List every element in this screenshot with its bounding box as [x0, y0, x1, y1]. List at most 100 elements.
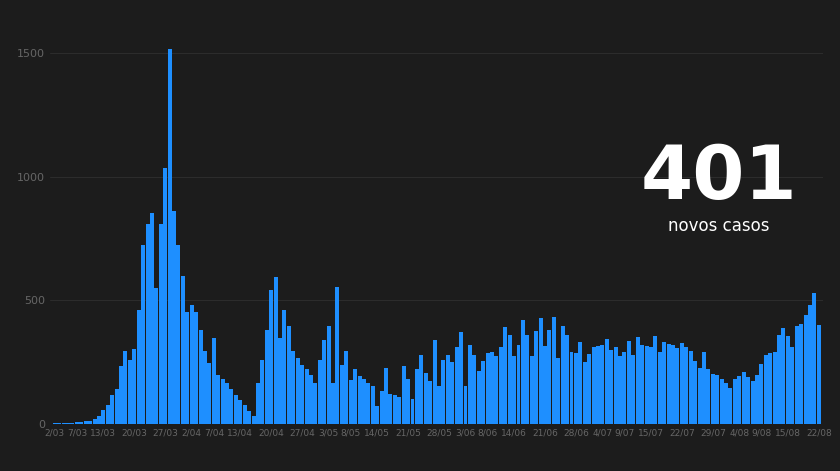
- Bar: [300, 365, 304, 424]
- Bar: [614, 347, 617, 424]
- Bar: [75, 422, 79, 424]
- Bar: [507, 335, 512, 424]
- Bar: [340, 365, 344, 424]
- Bar: [66, 423, 70, 424]
- Bar: [229, 389, 234, 424]
- Bar: [221, 380, 224, 424]
- Bar: [419, 355, 423, 424]
- Bar: [702, 352, 706, 424]
- Text: 401: 401: [641, 142, 797, 215]
- Text: novos casos: novos casos: [668, 217, 769, 235]
- Bar: [331, 383, 335, 424]
- Bar: [706, 368, 711, 424]
- Bar: [759, 364, 764, 424]
- Bar: [155, 288, 159, 424]
- Bar: [110, 395, 114, 424]
- Bar: [534, 332, 538, 424]
- Bar: [251, 416, 255, 424]
- Bar: [464, 386, 468, 424]
- Bar: [548, 330, 551, 424]
- Bar: [247, 411, 251, 424]
- Bar: [773, 352, 777, 424]
- Bar: [119, 366, 123, 424]
- Bar: [296, 358, 300, 424]
- Bar: [605, 339, 609, 424]
- Bar: [260, 360, 265, 424]
- Bar: [349, 380, 353, 424]
- Bar: [186, 312, 189, 424]
- Bar: [459, 333, 463, 424]
- Bar: [570, 352, 574, 424]
- Bar: [102, 410, 105, 424]
- Bar: [808, 305, 812, 424]
- Bar: [618, 356, 622, 424]
- Bar: [689, 351, 693, 424]
- Bar: [212, 338, 216, 424]
- Bar: [433, 340, 437, 424]
- Bar: [799, 324, 803, 424]
- Bar: [715, 375, 719, 424]
- Bar: [428, 381, 432, 424]
- Bar: [145, 224, 150, 424]
- Bar: [163, 168, 167, 424]
- Bar: [282, 310, 286, 424]
- Bar: [84, 422, 87, 424]
- Bar: [777, 335, 781, 424]
- Bar: [61, 423, 66, 424]
- Bar: [490, 352, 494, 424]
- Bar: [738, 376, 741, 424]
- Bar: [662, 341, 666, 424]
- Bar: [450, 362, 454, 424]
- Bar: [234, 395, 238, 424]
- Bar: [769, 353, 772, 424]
- Bar: [397, 397, 402, 424]
- Bar: [442, 360, 445, 424]
- Bar: [335, 287, 339, 424]
- Bar: [305, 369, 308, 424]
- Bar: [172, 211, 176, 424]
- Bar: [278, 338, 282, 424]
- Bar: [181, 276, 185, 424]
- Bar: [269, 290, 273, 424]
- Bar: [742, 373, 746, 424]
- Bar: [697, 368, 701, 424]
- Bar: [384, 368, 388, 424]
- Bar: [313, 383, 318, 424]
- Bar: [243, 405, 247, 424]
- Bar: [790, 347, 795, 424]
- Bar: [574, 353, 578, 424]
- Bar: [711, 374, 715, 424]
- Bar: [176, 245, 181, 424]
- Bar: [481, 361, 486, 424]
- Bar: [274, 277, 277, 424]
- Bar: [675, 348, 680, 424]
- Bar: [57, 423, 61, 424]
- Bar: [649, 347, 653, 424]
- Bar: [194, 312, 198, 424]
- Bar: [671, 345, 675, 424]
- Bar: [636, 337, 640, 424]
- Bar: [583, 362, 586, 424]
- Bar: [755, 375, 759, 424]
- Bar: [225, 383, 229, 424]
- Bar: [560, 326, 564, 424]
- Bar: [454, 347, 459, 424]
- Bar: [79, 422, 83, 424]
- Bar: [123, 351, 128, 424]
- Bar: [437, 386, 441, 424]
- Bar: [609, 350, 613, 424]
- Bar: [693, 361, 697, 424]
- Bar: [622, 352, 627, 424]
- Bar: [141, 245, 145, 424]
- Bar: [530, 356, 533, 424]
- Bar: [477, 371, 480, 424]
- Bar: [446, 355, 450, 424]
- Bar: [323, 340, 326, 424]
- Bar: [764, 355, 768, 424]
- Bar: [556, 358, 560, 424]
- Bar: [667, 343, 670, 424]
- Bar: [150, 213, 154, 424]
- Bar: [632, 355, 635, 424]
- Bar: [327, 326, 331, 424]
- Bar: [565, 334, 569, 424]
